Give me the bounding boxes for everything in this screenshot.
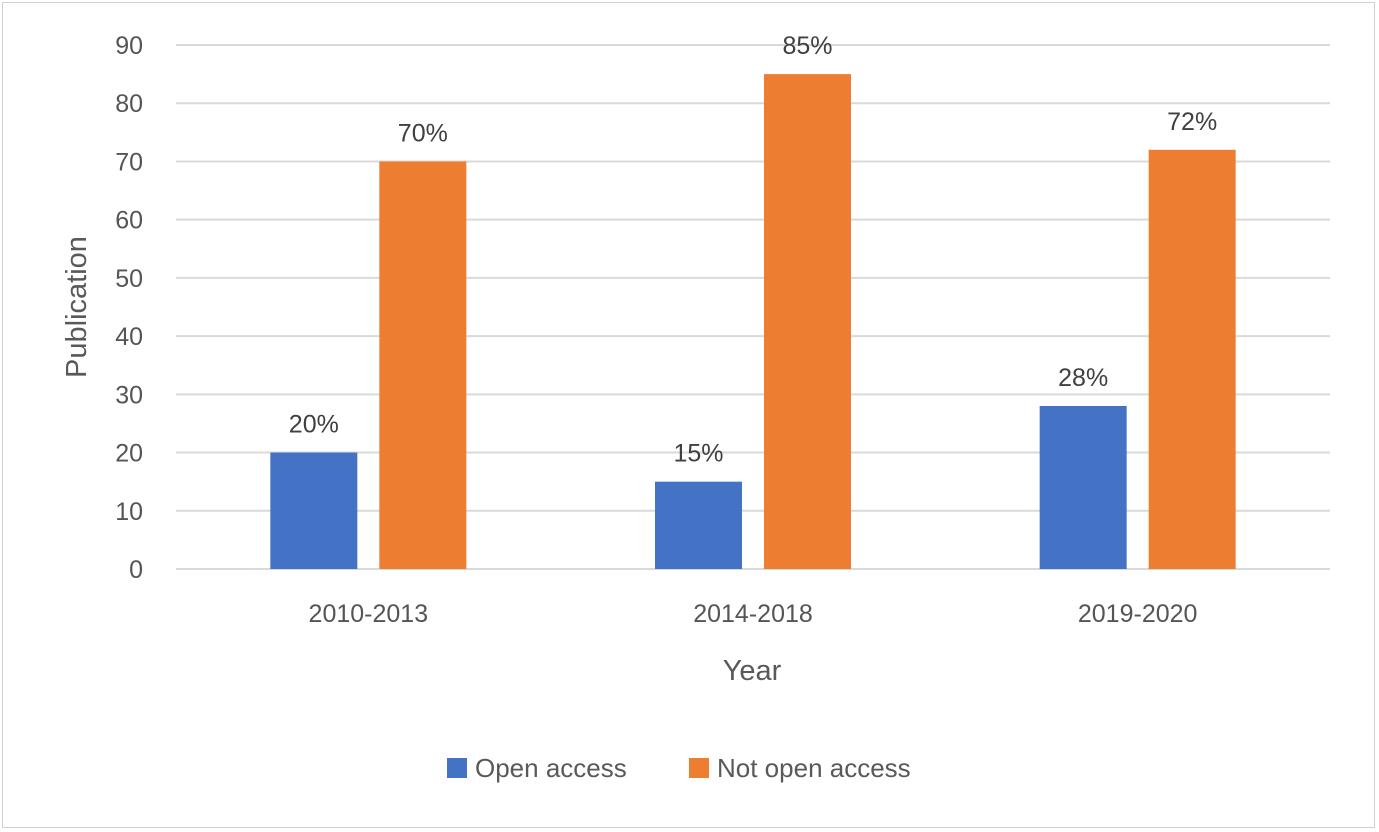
data-label: 85% xyxy=(782,32,832,60)
y-tick-label: 10 xyxy=(115,498,143,526)
bar-open-access-2010-2013 xyxy=(270,452,358,569)
data-label: 15% xyxy=(673,440,723,468)
legend-label: Open access xyxy=(475,753,627,783)
y-tick-label: 90 xyxy=(115,32,143,60)
data-labels: 20% 70% 15% 85% 28% 72% xyxy=(289,32,1217,468)
y-tick-label: 70 xyxy=(115,148,143,176)
bars xyxy=(270,74,1236,570)
legend: Open access Not open access xyxy=(447,753,911,783)
x-axis-ticks: 2010-2013 2014-2018 2019-2020 xyxy=(309,600,1198,628)
data-label: 28% xyxy=(1058,364,1108,392)
y-tick-label: 20 xyxy=(115,440,143,468)
legend-label: Not open access xyxy=(717,753,911,783)
data-label: 20% xyxy=(289,411,339,439)
y-tick-label: 30 xyxy=(115,381,143,409)
x-tick-label: 2019-2020 xyxy=(1078,600,1198,628)
y-tick-label: 0 xyxy=(129,556,143,584)
bar-open-access-2019-2020 xyxy=(1039,405,1127,569)
bar-not-open-access-2019-2020 xyxy=(1148,149,1236,570)
bar-not-open-access-2014-2018 xyxy=(764,74,851,569)
y-axis-ticks: 0 10 20 30 40 50 60 70 80 90 xyxy=(115,32,143,584)
legend-swatch-open-access xyxy=(447,758,467,778)
y-tick-label: 40 xyxy=(115,323,143,351)
y-axis-title: Publication xyxy=(61,236,93,378)
data-label: 70% xyxy=(398,119,448,147)
x-tick-label: 2010-2013 xyxy=(309,600,429,628)
x-axis-title: Year xyxy=(723,655,782,687)
y-tick-label: 50 xyxy=(115,265,143,293)
x-tick-label: 2014-2018 xyxy=(693,600,813,628)
bar-not-open-access-2010-2013 xyxy=(379,161,467,569)
gridlines xyxy=(176,44,1330,570)
data-label: 72% xyxy=(1167,108,1217,136)
bar-open-access-2014-2018 xyxy=(655,481,742,569)
y-tick-label: 80 xyxy=(115,90,143,118)
y-tick-label: 60 xyxy=(115,207,143,235)
legend-swatch-not-open-access xyxy=(689,758,709,778)
